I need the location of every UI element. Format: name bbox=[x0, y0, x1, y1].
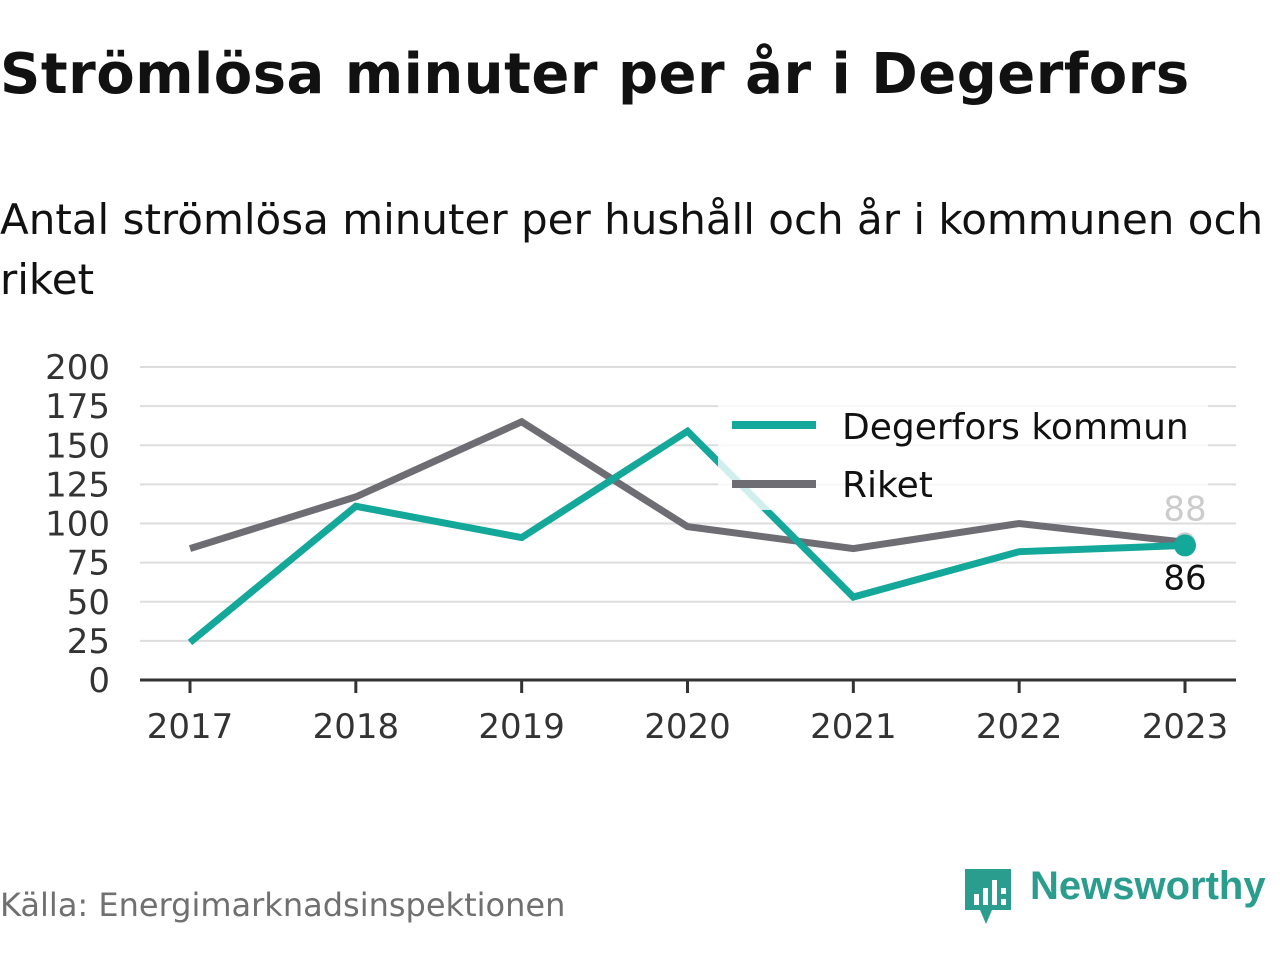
end-labels: 88 86 bbox=[1163, 489, 1206, 598]
x-tick-label: 2017 bbox=[147, 707, 234, 747]
y-tick-label: 75 bbox=[67, 544, 110, 584]
end-label-riket: 88 bbox=[1163, 489, 1206, 529]
x-tick-label: 2022 bbox=[976, 707, 1063, 747]
newsworthy-logo-icon bbox=[965, 869, 1011, 924]
series-lines bbox=[187, 417, 1186, 646]
x-tick-label: 2018 bbox=[313, 707, 400, 747]
series-line-degerfors bbox=[187, 426, 1186, 646]
newsworthy-logo: Newsworthy bbox=[962, 864, 1274, 928]
x-tick-label: 2020 bbox=[644, 707, 731, 747]
y-tick-label: 0 bbox=[88, 661, 110, 701]
legend-background bbox=[718, 396, 1208, 510]
y-tick-label: 25 bbox=[67, 622, 110, 662]
y-tick-label: 175 bbox=[45, 387, 110, 427]
legend-label-degerfors: Degerfors kommun bbox=[842, 407, 1189, 448]
x-tick-label: 2021 bbox=[810, 707, 897, 747]
y-tick-label: 200 bbox=[45, 348, 110, 388]
x-tick-label: 2023 bbox=[1142, 707, 1229, 747]
end-label-degerfors: 86 bbox=[1163, 558, 1206, 598]
y-tick-label: 50 bbox=[67, 583, 110, 623]
legend: Degerfors kommun Riket bbox=[718, 396, 1208, 510]
x-tick-label: 2019 bbox=[478, 707, 565, 747]
chart-title: Strömlösa minuter per år i Degerfors bbox=[0, 42, 1190, 107]
y-tick-label: 125 bbox=[45, 465, 110, 505]
source-note: Källa: Energimarknadsinspektionen bbox=[0, 886, 566, 924]
end-marker-degerfors bbox=[1174, 534, 1196, 557]
grid-lines bbox=[140, 366, 1236, 642]
series-line-riket bbox=[188, 417, 1186, 553]
newsworthy-logo-text: Newsworthy bbox=[1030, 864, 1266, 908]
y-tick-label: 100 bbox=[45, 505, 110, 545]
x-axis: 2017 2018 2019 2020 2021 2022 2023 bbox=[140, 678, 1236, 747]
y-tick-label: 150 bbox=[45, 426, 110, 466]
legend-label-riket: Riket bbox=[842, 465, 933, 506]
chart-subtitle: Antal strömlösa minuter per hushåll och … bbox=[0, 195, 1264, 304]
